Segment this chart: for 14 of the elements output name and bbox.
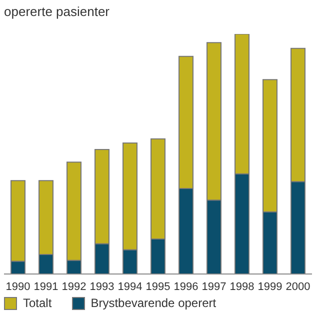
x-tick-label: 2000	[286, 280, 310, 293]
x-tick-label: 1994	[118, 280, 142, 293]
x-tick-label: 1998	[230, 280, 254, 293]
chart-title: opererte pasienter	[3, 3, 111, 21]
x-tick-label: 1995	[146, 280, 170, 293]
x-tick-label: 1992	[62, 280, 86, 293]
x-tick-label: 1993	[90, 280, 114, 293]
legend-label: Brystbevarende operert	[90, 296, 216, 310]
legend-label: Totalt	[23, 296, 52, 310]
x-tick-label: 1991	[34, 280, 58, 293]
x-tick-label: 1999	[258, 280, 282, 293]
x-tick-label: 1996	[174, 280, 198, 293]
x-tick-label: 1990	[6, 280, 30, 293]
x-tick-label: 1997	[202, 280, 226, 293]
